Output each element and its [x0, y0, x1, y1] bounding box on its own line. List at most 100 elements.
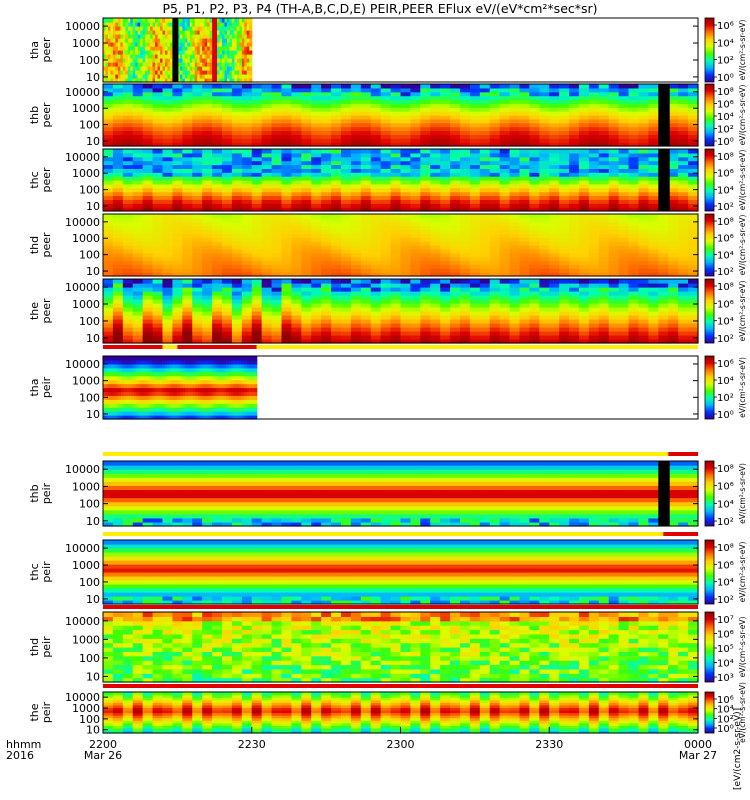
heatmap-cell [222, 99, 233, 104]
heatmap-cell [231, 152, 243, 158]
heatmap-cell [410, 283, 421, 288]
heatmap-cell [147, 18, 151, 23]
heatmap-cell [112, 46, 116, 51]
heatmap-cell [137, 50, 141, 55]
heatmap-cell [588, 130, 600, 135]
heatmap-cell [608, 287, 620, 292]
heatmap-cell [489, 237, 501, 242]
heatmap-cell [440, 335, 451, 340]
heatmap-cell [420, 195, 431, 200]
heatmap-cell [469, 256, 481, 262]
heatmap-cell [479, 291, 491, 296]
heatmap-cell [162, 225, 174, 231]
heatmap-cell [192, 287, 203, 292]
heatmap-cell [420, 149, 431, 154]
heatmap-cell [529, 225, 540, 231]
heatmap-cell [182, 299, 193, 304]
heatmap-cell [271, 207, 283, 212]
heatmap-cell [678, 183, 689, 189]
heatmap-cell [122, 115, 134, 120]
heatmap-cell [241, 287, 253, 292]
heatmap-cell [222, 311, 233, 316]
heatmap-cell [239, 58, 243, 63]
heatmap-cell [207, 78, 211, 83]
heatmap-cell [519, 152, 531, 158]
heatmap-cell [271, 168, 283, 173]
heatmap-cell [588, 248, 600, 254]
heatmap-cell [291, 180, 302, 185]
heatmap-cell [162, 180, 174, 185]
heatmap-cell [678, 134, 689, 139]
heatmap-cell [509, 217, 521, 223]
heatmap-cell [588, 237, 600, 242]
heatmap-cell [271, 164, 283, 169]
heatmap-cell [127, 34, 131, 39]
heatmap-cell [103, 50, 107, 55]
heatmap-cell [331, 339, 342, 344]
heatmap-cell [608, 335, 620, 340]
heatmap-cell [450, 295, 461, 300]
heatmap-cell [142, 66, 146, 71]
heatmap-cell [103, 363, 107, 369]
y-axis-label: thd [28, 236, 41, 254]
heatmap-cell [231, 66, 235, 71]
heatmap-cell [202, 187, 213, 193]
heatmap-cell [678, 283, 689, 288]
heatmap-cell [430, 152, 441, 158]
heatmap-cell [469, 168, 481, 173]
heatmap-cell [559, 172, 570, 177]
heatmap-cell [440, 327, 451, 332]
heatmap-cell [301, 191, 312, 197]
heatmap-cell [192, 299, 203, 304]
heatmap-cell [460, 331, 471, 336]
heatmap-cell [261, 149, 273, 154]
heatmap-cell [110, 22, 114, 27]
heatmap-cell [608, 172, 620, 177]
heatmap-cell [479, 160, 491, 166]
heatmap-cell [648, 168, 659, 173]
heatmap-cell [430, 180, 441, 185]
heatmap-cell [489, 152, 501, 158]
heatmap-cell [420, 168, 431, 173]
heatmap-cell [331, 335, 342, 340]
heatmap-cell [499, 319, 511, 324]
heatmap-cell [222, 303, 233, 308]
heatmap-cell [588, 283, 600, 288]
heatmap-cell [160, 54, 164, 59]
heatmap-cell [212, 91, 223, 97]
heatmap-cell [618, 307, 630, 312]
heatmap-cell [122, 168, 134, 173]
heatmap-cell [219, 74, 223, 79]
heatmap-cell [202, 279, 213, 284]
heatmap-cell [217, 38, 221, 43]
heatmap-cell [291, 207, 302, 212]
heatmap-cell [231, 279, 243, 284]
heatmap-cell [469, 221, 481, 227]
heatmap-cell [529, 233, 540, 238]
heatmap-cell [688, 138, 699, 143]
heatmap-cell [147, 34, 151, 39]
heatmap-cell [360, 237, 372, 242]
heatmap-cell [549, 180, 560, 185]
heatmap-cell [539, 323, 550, 328]
heatmap-cell [172, 107, 183, 112]
heatmap-cell [122, 134, 134, 139]
heatmap-cell [648, 225, 659, 231]
heatmap-cell [598, 307, 610, 312]
heatmap-cell [152, 95, 164, 101]
heatmap-cell [390, 138, 402, 143]
heatmap-cell [226, 66, 231, 71]
heatmap-cell [499, 221, 511, 227]
heatmap-cell [569, 142, 580, 147]
heatmap-cell [122, 237, 134, 242]
heatmap-cell [638, 260, 650, 265]
heatmap-cell [598, 264, 610, 269]
heatmap-cell [202, 252, 213, 258]
heatmap-cell [430, 199, 441, 204]
heatmap-cell [529, 327, 540, 332]
heatmap-cell [122, 287, 134, 292]
heatmap-cell [122, 34, 126, 39]
heatmap-cell [331, 195, 342, 200]
spike-mark [212, 18, 218, 82]
heatmap-cell [668, 87, 679, 93]
